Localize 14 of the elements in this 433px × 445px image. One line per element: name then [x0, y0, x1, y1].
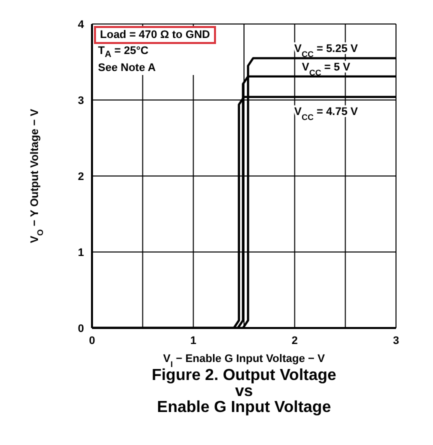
annotation: See Note A: [97, 61, 157, 76]
annotation: Load = 470 Ω to GND: [94, 26, 216, 44]
y-tick-label: 3: [78, 94, 84, 107]
y-tick-label: 1: [78, 246, 84, 259]
x-tick-label: 2: [292, 334, 298, 347]
annotation: T$_{A}$ = 25°C: [97, 44, 150, 62]
text: Figure 2. Output Voltage vs Enable G Input Voltage: [150, 367, 338, 416]
x-tick-label: 1: [190, 334, 196, 347]
x-tick-label: 0: [88, 334, 96, 347]
y-tick-label: 2: [78, 170, 84, 183]
x-axis-title: V$_{I}$ − Enable G Input Voltage − V: [163, 353, 326, 368]
y-tick-label: 4: [78, 18, 85, 31]
y-tick-label: 0: [78, 322, 84, 335]
x-tick-label: 3: [392, 334, 400, 347]
